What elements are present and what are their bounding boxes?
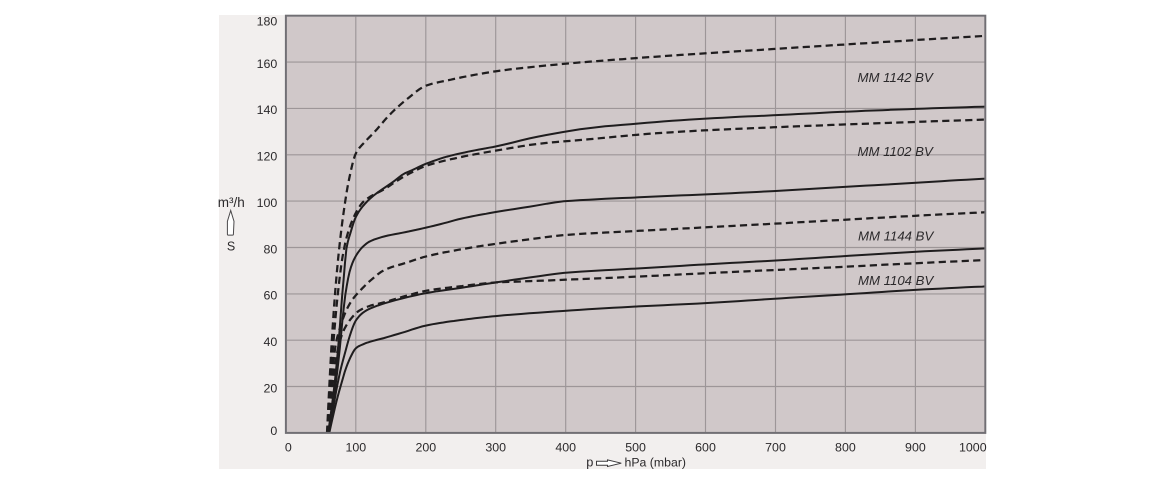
svg-text:160: 160 (257, 57, 278, 71)
svg-text:100: 100 (345, 441, 366, 455)
svg-text:S: S (227, 239, 235, 253)
svg-text:MM 1102 BV: MM 1102 BV (858, 144, 934, 159)
svg-text:0: 0 (285, 441, 292, 455)
svg-text:700: 700 (765, 441, 786, 455)
svg-text:400: 400 (555, 441, 576, 455)
svg-text:p: p (586, 455, 593, 470)
svg-text:80: 80 (264, 242, 278, 256)
svg-text:180: 180 (257, 15, 278, 29)
svg-text:100: 100 (257, 196, 278, 210)
svg-text:120: 120 (257, 150, 278, 164)
svg-text:800: 800 (835, 441, 856, 455)
svg-text:60: 60 (264, 289, 278, 303)
svg-text:0: 0 (270, 424, 277, 438)
svg-text:m³/h: m³/h (218, 195, 245, 210)
svg-text:300: 300 (485, 441, 506, 455)
svg-text:900: 900 (905, 441, 926, 455)
svg-text:500: 500 (625, 441, 646, 455)
svg-text:1000: 1000 (959, 441, 987, 455)
svg-text:200: 200 (415, 441, 436, 455)
svg-text:MM 1142 BV: MM 1142 BV (858, 70, 934, 85)
svg-text:MM 1144 BV: MM 1144 BV (858, 228, 934, 243)
svg-text:20: 20 (264, 381, 278, 395)
svg-text:40: 40 (264, 335, 278, 349)
svg-text:MM 1104 BV: MM 1104 BV (858, 273, 934, 288)
svg-text:140: 140 (257, 103, 278, 117)
svg-text:600: 600 (695, 441, 716, 455)
svg-text:hPa (mbar): hPa (mbar) (625, 456, 687, 470)
